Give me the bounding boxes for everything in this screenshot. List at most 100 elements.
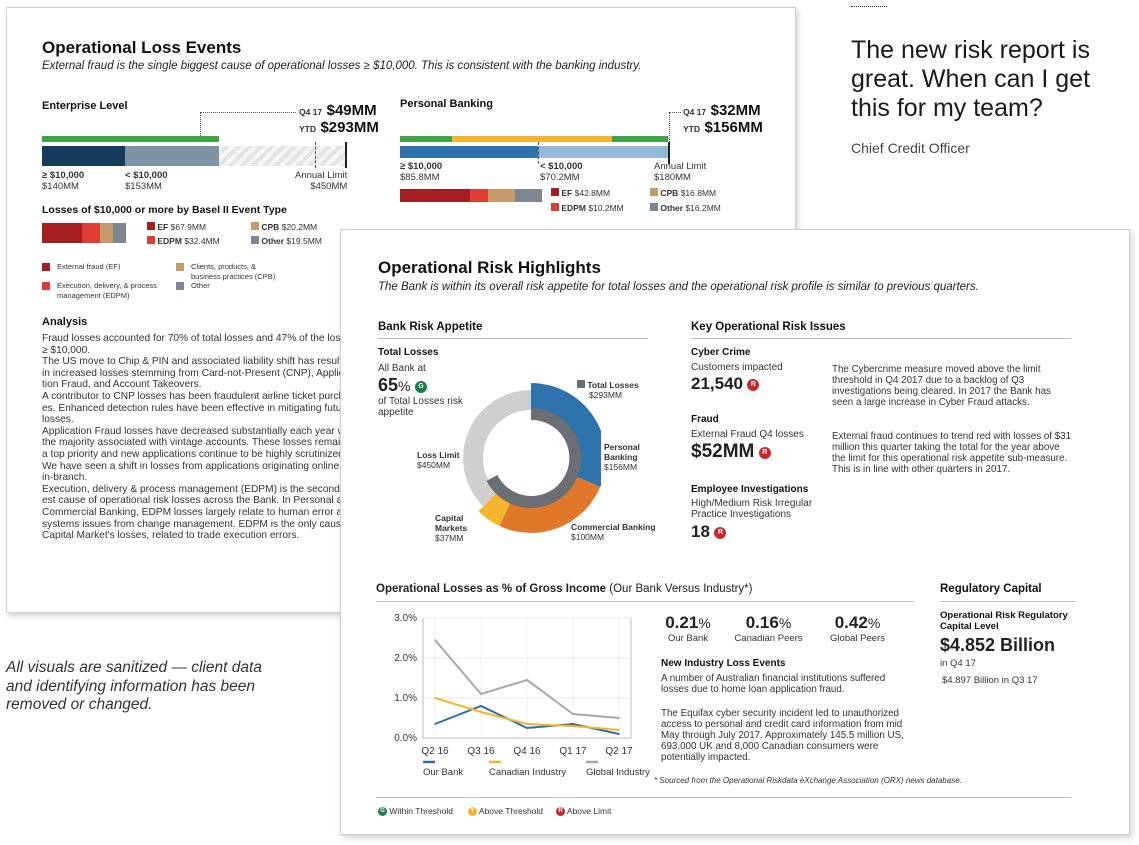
legend-above-threshold-badge: Y [468,807,477,817]
chart-data-point [526,727,528,729]
total-losses-title: Total Losses [378,347,439,358]
donut-total-callout: Total Losses $293MM [577,380,639,400]
fraud-metric: $52MM R [691,441,771,463]
personal-cpb-value: $16.8MM [680,188,717,198]
personal-event-bar-cpb [488,189,515,202]
basel-other: Other $19.5MM [251,236,322,246]
risk-appetite-title: Bank Risk Appetite [378,321,483,333]
personal-ytd: YTD $156MM [683,119,763,137]
legend-ef-swatch [42,263,50,271]
enterprise-status-bar [42,136,219,142]
appetite-percent-sign: % [398,378,411,394]
basel-ef-code: EF [157,222,169,232]
highlights-title: Operational Risk Highlights [378,258,601,277]
personal-status-green-2 [612,136,668,142]
enterprise-lt10k: < $10,000 $153MM [125,170,168,192]
analysis-line: the majority associated with vintage acc… [42,437,346,449]
personal-cpb-swatch [650,188,658,196]
chart-data-point [618,729,620,731]
personal-ge10k-label: ≥ $10,000 [400,161,443,172]
legend-above-limit-text: Above Limit [566,806,612,816]
chart-data-point [480,705,482,707]
personal-event-bar-edpm [470,189,488,202]
chart-y-tick-label: 2.0% [394,653,417,664]
loss-event-australia: A number of Australian financial institu… [661,673,886,695]
stat-canadian-label: Canadian Peers [734,633,803,644]
analysis-line: Application Fraud losses have decreased … [42,425,348,437]
cyber-crime-value: 21,540 [691,374,743,393]
personal-lt10k: < $10,000 $70.2MM [540,161,583,183]
chart-data-point [434,723,436,725]
enterprise-q4: Q4 17 $49MM [299,102,377,120]
analysis-line: A contributor to CNP losses has been fra… [42,390,350,402]
basel-bar-ef [42,223,82,243]
analysis-body: Fraud losses accounted for 70% of total … [42,333,353,542]
analysis-line: Execution, delivery & process management… [42,483,351,495]
basel-cpb-value: $20.2MM [281,222,318,232]
chart-data-point [434,639,436,641]
enterprise-ytd-value: $293MM [320,119,379,136]
stat-canadian-value: 0.16 [745,613,779,632]
personal-event-bar-ef [400,189,470,202]
enterprise-bar-remaining [219,146,346,166]
enterprise-limit-marker [345,142,347,168]
basel-bar-cpb [100,223,113,243]
personal-q4-label: Q4 17 [683,107,707,117]
fraud-status-badge: R [758,446,771,459]
enterprise-bar-ge10k [42,146,125,166]
appetite-percent-number: 65 [378,375,399,395]
personal-q4-value: $32MM [710,102,761,119]
testimonial-quote: The new risk report is great. When can I… [851,36,1091,122]
basel-ef-value: $67.9MM [170,222,207,232]
chart-legend-label: Our Bank [423,767,463,778]
donut-personal-callout: Personal Banking $156MM [604,442,654,472]
employee-value: 18 [691,522,710,541]
employee-investigations-sub: High/Medium Risk Irregular Practice Inve… [691,498,813,520]
personal-other-swatch [650,203,658,211]
personal-status-yellow [452,136,612,142]
enterprise-bar-lt10k [125,146,219,166]
donut-capital-callout: Capital Markets $37MM [435,513,483,543]
analysis-line: tion Fraud, and Account Takeovers. [42,379,202,391]
chart-data-point [480,711,482,713]
enterprise-callout-line [200,112,296,142]
stat-global-value: 0.42 [834,613,868,632]
legend-within-badge: G [378,807,387,817]
analysis-line: Capital Market's losses, related to trad… [42,530,300,542]
basel-cpb-swatch [251,222,259,230]
analysis-line: est cause of operational risk losses acr… [42,495,348,507]
employee-metric: 18 R [691,522,727,542]
chart-data-point [618,717,620,719]
appetite-percent: 65% G [378,375,427,396]
chart-data-point [480,693,482,695]
legend-above-threshold-text: Above Threshold [478,806,544,816]
donut-personal-value: $156MM [604,462,638,472]
donut-personal-label: Personal Banking [604,442,640,462]
stat-our-bank-label: Our Bank [667,633,709,644]
stat-our-bank-value: 0.21 [665,613,699,632]
enterprise-ge10k-label: ≥ $10,000 [42,170,85,181]
cyber-status-badge: R [747,378,760,391]
basel-ef: EF $67.9MM [147,222,206,232]
chart-data-point [526,723,528,725]
chart-legend-label: Global Industry [586,767,650,778]
legend-edpm-text: Execution, delivery, & process managemen… [57,281,157,300]
chart-data-point [526,679,528,681]
donut-commercial-value: $100MM [571,532,605,542]
legend-cpb-text: Clients, products, & business practices … [191,262,276,281]
regulatory-capital-period: in Q4 17 [940,658,976,669]
analysis-line: ≥ $10,000. [42,344,91,356]
personal-bar-lt10k [538,146,669,158]
risk-appetite-rule [378,338,648,339]
losses-chart-rule [376,601,914,602]
cyber-crime-title: Cyber Crime [691,347,751,358]
personal-other-value: $16.2MM [685,203,721,213]
basel-other-swatch [251,236,259,244]
personal-ef-value: $42.8MM [574,188,611,198]
regulatory-capital-prev: $4.897 Billion in Q3 17 [942,675,1038,686]
operational-risk-highlights-card: Operational Risk Highlights The Bank is … [340,229,1130,835]
fraud-text: External fraud continues to trend red wi… [832,431,1072,475]
chart-x-tick-label: Q2 17 [605,746,633,757]
donut-capital-label: Capital Markets [435,513,468,533]
basel-other-code: Other [261,236,285,246]
